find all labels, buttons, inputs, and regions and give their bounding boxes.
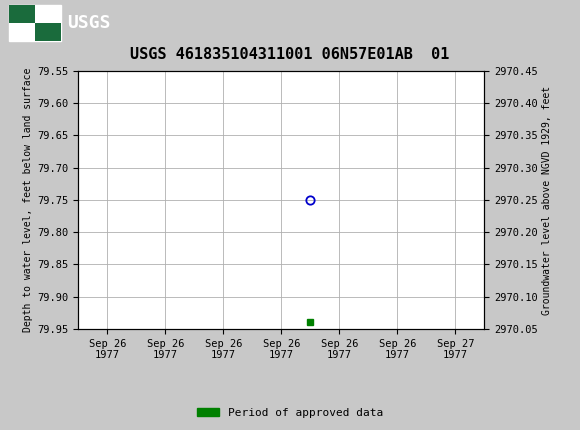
Y-axis label: Depth to water level, feet below land surface: Depth to water level, feet below land su…	[23, 68, 33, 332]
Y-axis label: Groundwater level above NGVD 1929, feet: Groundwater level above NGVD 1929, feet	[542, 86, 552, 314]
Legend: Period of approved data: Period of approved data	[193, 403, 387, 422]
FancyBboxPatch shape	[35, 22, 61, 41]
FancyBboxPatch shape	[9, 22, 35, 41]
FancyBboxPatch shape	[35, 4, 61, 22]
Text: USGS 461835104311001 06N57E01AB  01: USGS 461835104311001 06N57E01AB 01	[130, 47, 450, 62]
Text: USGS: USGS	[67, 14, 110, 31]
FancyBboxPatch shape	[9, 4, 35, 22]
FancyBboxPatch shape	[9, 4, 61, 41]
